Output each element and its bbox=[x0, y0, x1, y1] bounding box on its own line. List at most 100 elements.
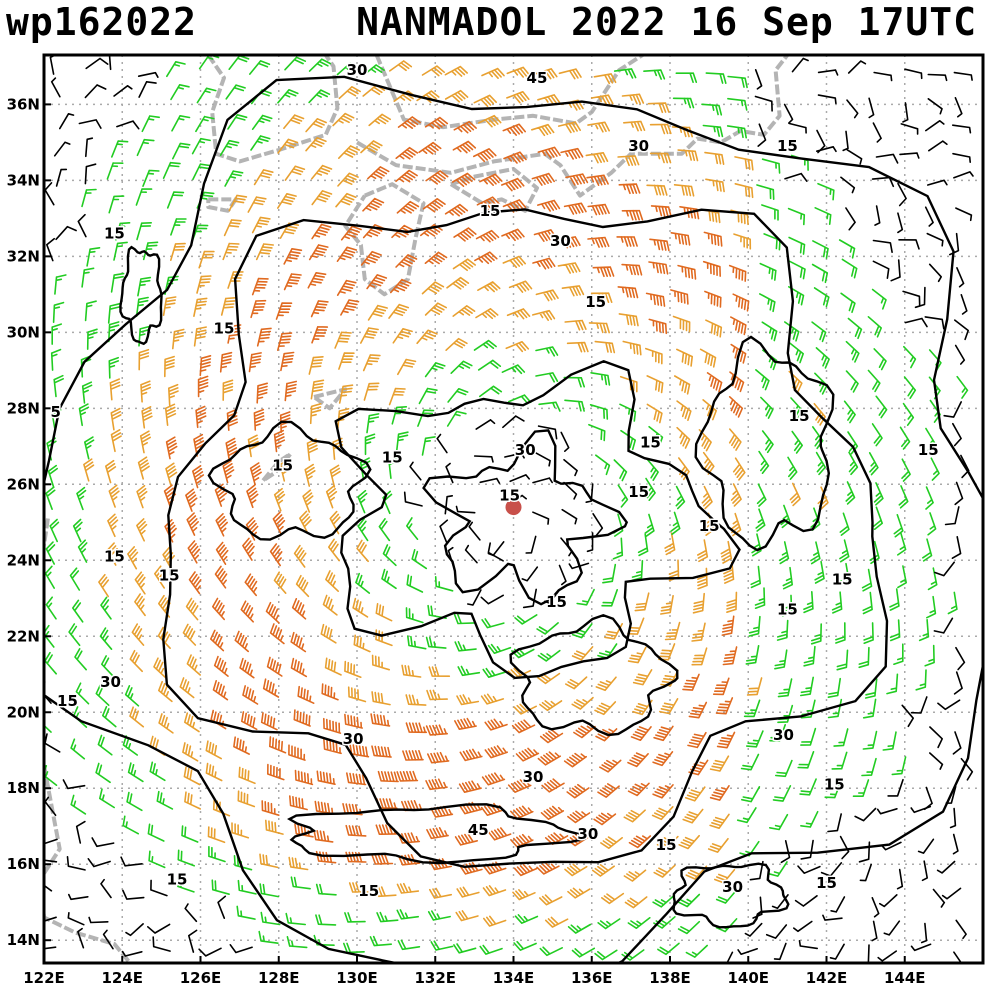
wind-barb bbox=[760, 396, 774, 419]
wind-barb bbox=[861, 568, 873, 592]
wind-barb bbox=[421, 281, 445, 295]
wind-barb bbox=[484, 745, 508, 759]
wind-barb bbox=[537, 199, 561, 212]
wind-barb bbox=[854, 807, 877, 822]
wind-barb bbox=[233, 736, 250, 755]
wind-barb bbox=[220, 297, 237, 316]
wind-barb bbox=[728, 264, 747, 282]
wind-barb bbox=[698, 429, 712, 452]
wind-barb bbox=[108, 321, 120, 343]
wind-barb bbox=[305, 118, 327, 133]
wind-barb bbox=[704, 151, 725, 165]
wind-barb bbox=[660, 595, 674, 615]
wind-barb bbox=[873, 71, 893, 82]
lon-tick-label: 136E bbox=[571, 969, 613, 987]
wind-barb bbox=[688, 701, 708, 719]
wind-barb bbox=[727, 97, 748, 111]
wind-barb bbox=[142, 169, 160, 187]
wind-barb bbox=[691, 647, 708, 666]
wind-barb bbox=[444, 203, 469, 217]
wind-barb bbox=[375, 603, 393, 622]
wind-barb bbox=[915, 669, 927, 691]
wind-barb bbox=[537, 146, 561, 159]
wind-barb bbox=[397, 116, 421, 129]
wind-barb bbox=[186, 512, 199, 536]
isotach-contour bbox=[207, 420, 372, 541]
wind-barb bbox=[336, 246, 358, 262]
wind-barb bbox=[773, 942, 787, 961]
wind-barb bbox=[97, 734, 113, 756]
wind-barb bbox=[561, 508, 578, 525]
wind-barb bbox=[761, 321, 778, 342]
wind-barb bbox=[125, 923, 144, 937]
wind-barb bbox=[502, 123, 526, 136]
wind-barb bbox=[366, 413, 380, 434]
wind-barb bbox=[728, 396, 744, 418]
wind-barb bbox=[51, 323, 62, 345]
wind-barb bbox=[396, 909, 419, 920]
wind-barb bbox=[513, 863, 538, 877]
wind-barb bbox=[653, 864, 676, 878]
wind-barb bbox=[62, 779, 86, 790]
wind-barb bbox=[253, 169, 274, 186]
wind-barb bbox=[576, 588, 595, 606]
wind-barb bbox=[188, 929, 198, 953]
wind-barb bbox=[506, 308, 531, 320]
wind-barb bbox=[737, 948, 758, 955]
wind-barb bbox=[928, 140, 948, 152]
wind-barb bbox=[594, 340, 616, 354]
wind-barb bbox=[875, 395, 888, 419]
wind-barb bbox=[124, 685, 140, 707]
wind-barb bbox=[102, 929, 114, 950]
wind-barb bbox=[228, 194, 248, 212]
wind-barb bbox=[434, 576, 454, 592]
wind-barb bbox=[70, 738, 86, 760]
wind-barb bbox=[171, 115, 191, 132]
contour-label: 15 bbox=[358, 882, 379, 900]
wind-barb bbox=[673, 184, 695, 197]
wind-barb bbox=[944, 506, 960, 526]
wind-barb bbox=[632, 699, 653, 716]
wind-barb bbox=[396, 200, 420, 214]
lat-tick-label: 22N bbox=[7, 627, 40, 645]
wind-barb bbox=[532, 477, 553, 484]
wind-barb bbox=[705, 178, 725, 193]
wind-barb bbox=[335, 192, 357, 208]
wind-barb bbox=[515, 747, 540, 762]
wind-barb bbox=[618, 313, 639, 327]
wind-barb bbox=[705, 72, 727, 84]
wind-barb bbox=[564, 319, 587, 331]
wind-barb bbox=[960, 294, 968, 315]
wind-barb bbox=[430, 805, 454, 818]
wind-barb bbox=[910, 696, 928, 714]
wind-barb bbox=[84, 436, 95, 460]
contour-label: 30 bbox=[773, 726, 794, 744]
wind-barb bbox=[425, 724, 448, 736]
wind-barb bbox=[172, 328, 185, 350]
wind-barb bbox=[338, 352, 355, 370]
wind-barb bbox=[68, 893, 89, 901]
wind-barb bbox=[389, 60, 413, 72]
wind-barb bbox=[947, 591, 958, 615]
wind-barb bbox=[613, 68, 637, 79]
wind-barb bbox=[707, 837, 729, 853]
wind-barb bbox=[108, 484, 120, 508]
wind-barb bbox=[477, 281, 501, 293]
wind-barb bbox=[308, 58, 331, 72]
wind-barb bbox=[44, 838, 58, 845]
wind-barb bbox=[651, 806, 674, 821]
wind-barb bbox=[699, 348, 717, 368]
wind-barb bbox=[454, 717, 477, 730]
wind-barb bbox=[571, 646, 594, 661]
wind-barb bbox=[904, 317, 928, 328]
lat-tick-label: 16N bbox=[7, 855, 40, 873]
wind-barb bbox=[164, 355, 175, 378]
wind-barb bbox=[754, 95, 773, 112]
wind-barb bbox=[567, 887, 591, 899]
wind-barb bbox=[816, 129, 826, 154]
wind-barb bbox=[836, 649, 849, 671]
wind-barb bbox=[761, 430, 774, 454]
wind-barb bbox=[675, 485, 686, 510]
wind-barb bbox=[76, 486, 87, 511]
wind-barb bbox=[777, 678, 793, 698]
